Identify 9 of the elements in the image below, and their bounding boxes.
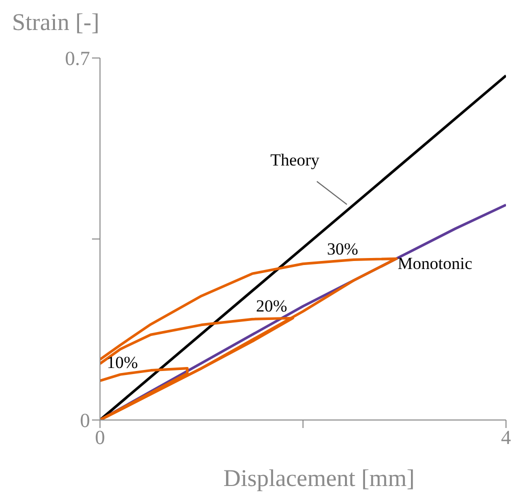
text: Theory: [270, 150, 320, 170]
y-tick-label: 0.7: [65, 48, 90, 70]
series-label: 10%: [106, 353, 138, 372]
x-tick-label: 4: [501, 427, 511, 450]
y-axis-title: Strain [-]: [12, 10, 100, 37]
x-axis-title: Displacement [mm]: [222, 466, 416, 493]
series-label: 30%: [327, 239, 358, 258]
series-label: Monotonic: [398, 254, 473, 273]
series-label: 20%: [256, 296, 288, 316]
